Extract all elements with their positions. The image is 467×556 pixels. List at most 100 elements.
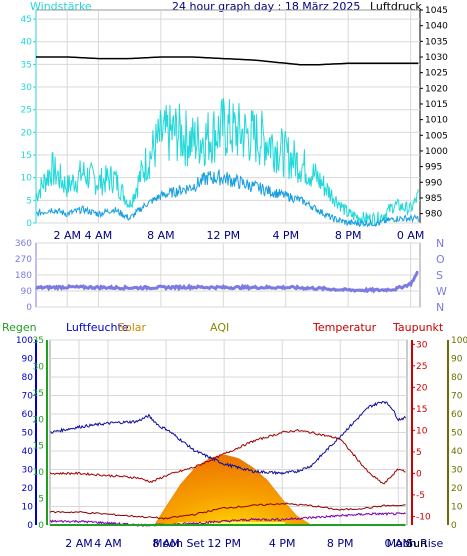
sensor-x-tick-label: 12 PM xyxy=(207,537,241,550)
wind-tick-label: 40 xyxy=(21,38,33,48)
temperature-tick-label: -5 xyxy=(416,491,425,501)
humidity-tick-label: 70 xyxy=(22,392,34,402)
pressure-tick-label: 1025 xyxy=(425,69,448,79)
humidity-tick-label: 20 xyxy=(22,484,34,494)
pressure-tick-label: 1020 xyxy=(425,84,448,94)
humidity-tick-label: 30 xyxy=(22,466,34,476)
wind-tick-label: 5 xyxy=(26,196,32,206)
wind-average-series xyxy=(35,168,419,228)
humidity-tick-label: 60 xyxy=(22,410,34,420)
solar-tick-label: 70 xyxy=(451,392,463,402)
pressure-tick-label: 1040 xyxy=(425,22,448,32)
sun-label: Sun xyxy=(406,537,427,550)
moon-event-label: Moon Set xyxy=(153,537,205,550)
legend-solar: Solar xyxy=(118,321,147,334)
pressure-series xyxy=(36,56,419,66)
rain-tick-label: 25 xyxy=(33,389,44,399)
temperature-tick-label: 0 xyxy=(416,469,422,479)
humidity-series xyxy=(49,401,406,476)
pressure-tick-label: 1010 xyxy=(425,116,448,126)
sensor-x-tick-label: 2 AM xyxy=(65,537,93,550)
sensor-x-tick-label: 4 PM xyxy=(269,537,296,550)
direction-tick-label: 270 xyxy=(15,255,32,265)
solar-tick-label: 60 xyxy=(451,410,463,420)
humidity-tick-label: 90 xyxy=(22,355,34,365)
compass-label: N xyxy=(436,237,444,250)
pressure-tick-label: 980 xyxy=(425,210,442,220)
wind-tick-label: 0 xyxy=(26,219,32,229)
legend-regen: Regen xyxy=(2,321,37,334)
solar-tick-label: 0 xyxy=(451,521,457,531)
temperature-tick-label: 10 xyxy=(416,426,428,436)
solar-tick-label: 20 xyxy=(451,484,463,494)
pressure-tick-label: 1030 xyxy=(425,53,448,63)
compass-label: S xyxy=(436,269,443,282)
legend-taupunkt: Taupunkt xyxy=(392,321,444,334)
solar-tick-label: 30 xyxy=(451,466,463,476)
rain-tick-label: 35 xyxy=(33,336,44,346)
temperature-series xyxy=(49,428,406,485)
pressure-tick-label: 1000 xyxy=(425,147,448,157)
rain-tick-label: 10 xyxy=(33,468,45,478)
temperature-tick-label: 15 xyxy=(416,405,427,415)
rain-tick-label: 30 xyxy=(33,362,45,372)
temperature-tick-label: 20 xyxy=(416,383,428,393)
wind-tick-label: 45 xyxy=(21,15,32,25)
moon-event-label: Moon Rise xyxy=(387,537,444,550)
legend-aqi: AQI xyxy=(210,321,229,334)
rain-tick-label: 5 xyxy=(38,495,44,505)
rain-tick-label: 0 xyxy=(38,521,44,531)
temperature-tick-label: -10 xyxy=(416,512,431,522)
wind-x-tick-label: 2 AM xyxy=(53,229,81,242)
humidity-tick-label: 80 xyxy=(22,373,34,383)
wind-x-tick-label: 0 AM xyxy=(397,229,425,242)
wind-tick-label: 35 xyxy=(21,60,32,70)
solar-tick-label: 40 xyxy=(451,447,463,457)
humidity-tick-label: 10 xyxy=(22,503,34,513)
humidity-tick-label: 50 xyxy=(22,429,34,439)
direction-tick-label: 0 xyxy=(26,303,32,313)
pressure-tick-label: 1005 xyxy=(425,131,448,141)
wind-axis-title: Windstärke xyxy=(30,0,92,13)
solar-tick-label: 80 xyxy=(451,373,463,383)
compass-label: N xyxy=(436,301,444,314)
temperature-tick-label: 30 xyxy=(416,340,428,350)
direction-tick-label: 360 xyxy=(15,239,32,249)
wind-tick-label: 25 xyxy=(21,106,32,116)
wind-tick-label: 20 xyxy=(21,128,33,138)
wind-x-tick-label: 4 PM xyxy=(272,229,299,242)
pressure-tick-label: 1045 xyxy=(425,6,448,16)
pressure-tick-label: 990 xyxy=(425,178,442,188)
dewpoint-series xyxy=(49,502,406,520)
wind-direction-series xyxy=(35,270,419,294)
wind-tick-label: 30 xyxy=(21,83,33,93)
sensor-x-tick-label: 4 AM xyxy=(94,537,122,550)
direction-tick-label: 90 xyxy=(21,287,33,297)
humidity-tick-label: 40 xyxy=(22,447,34,457)
pressure-axis-title: Luftdruck xyxy=(370,0,422,13)
pressure-tick-label: 985 xyxy=(425,194,442,204)
solar-tick-label: 50 xyxy=(451,429,463,439)
legend-temperatur: Temperatur xyxy=(312,321,377,334)
rain-tick-label: 15 xyxy=(33,442,44,452)
wind-x-tick-label: 4 AM xyxy=(85,229,113,242)
graph-title: 24 hour graph day : 18 März 2025 xyxy=(172,0,360,13)
compass-label: O xyxy=(436,253,445,266)
solar-tick-label: 90 xyxy=(451,355,463,365)
wind-x-tick-label: 12 PM xyxy=(207,229,241,242)
humidity-tick-label: 0 xyxy=(27,521,33,531)
direction-tick-label: 180 xyxy=(15,271,32,281)
aqi-series xyxy=(49,512,406,527)
pressure-tick-label: 1015 xyxy=(425,100,448,110)
sensor-x-tick-label: 0 AM xyxy=(385,537,413,550)
legend-luftfeuchte: Luftfeuchte xyxy=(66,321,129,334)
pressure-tick-label: 995 xyxy=(425,163,442,173)
wind-tick-label: 15 xyxy=(21,151,32,161)
wind-x-tick-label: 8 PM xyxy=(335,229,362,242)
sensor-x-tick-label: 8 PM xyxy=(327,537,354,550)
temperature-tick-label: 5 xyxy=(416,448,422,458)
temperature-tick-label: 25 xyxy=(416,362,427,372)
humidity-tick-label: 100 xyxy=(16,336,33,346)
solar-tick-label: 10 xyxy=(451,503,463,513)
